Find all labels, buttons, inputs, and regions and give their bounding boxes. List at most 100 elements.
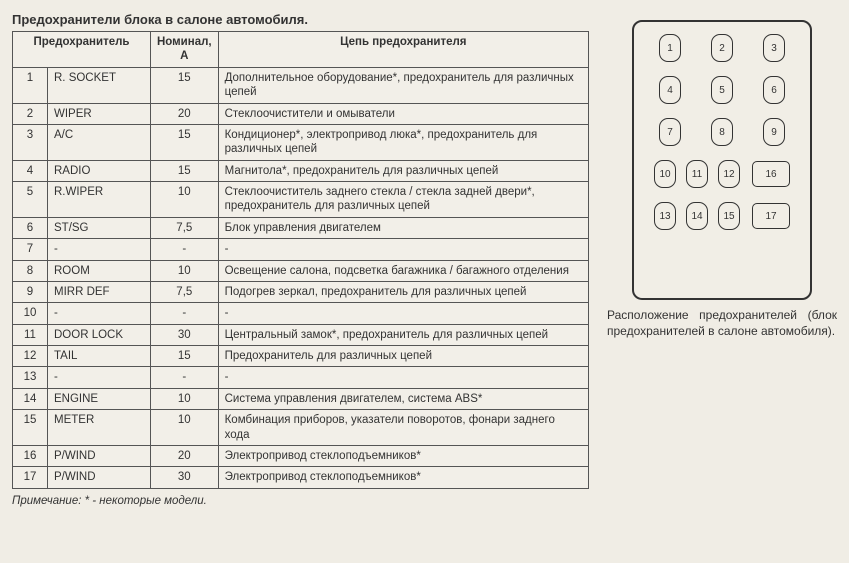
- cell-rating: 15: [151, 124, 219, 160]
- cell-rating: 20: [151, 445, 219, 466]
- cell-num: 9: [13, 281, 48, 302]
- cell-rating: -: [151, 239, 219, 260]
- fuse-slot: 1: [659, 34, 681, 62]
- table-row: 7---: [13, 239, 589, 260]
- fuse-slot-large: 16: [752, 161, 790, 187]
- cell-num: 6: [13, 217, 48, 238]
- cell-rating: -: [151, 303, 219, 324]
- cell-num: 7: [13, 239, 48, 260]
- cell-desc: Стеклоочистители и омыватели: [218, 103, 588, 124]
- cell-desc: Центральный замок*, предохранитель для р…: [218, 324, 588, 345]
- fuse-slot: 13: [654, 202, 676, 230]
- header-circuit: Цепь предохранителя: [218, 32, 588, 68]
- fuse-table: Предохранитель Номинал, А Цепь предохран…: [12, 31, 589, 489]
- table-row: 5R.WIPER10Стеклоочиститель заднего стекл…: [13, 182, 589, 218]
- cell-rating: -: [151, 367, 219, 388]
- cell-num: 14: [13, 388, 48, 409]
- cell-name: R.WIPER: [48, 182, 151, 218]
- cell-name: -: [48, 303, 151, 324]
- header-rating: Номинал, А: [151, 32, 219, 68]
- cell-name: ROOM: [48, 260, 151, 281]
- cell-rating: 15: [151, 160, 219, 181]
- table-row: 9MIRR DEF7,5Подогрев зеркал, предохранит…: [13, 281, 589, 302]
- cell-rating: 10: [151, 182, 219, 218]
- cell-name: RADIO: [48, 160, 151, 181]
- fuse-slot: 12: [718, 160, 740, 188]
- cell-name: P/WIND: [48, 445, 151, 466]
- table-row: 2WIPER20Стеклоочистители и омыватели: [13, 103, 589, 124]
- cell-name: WIPER: [48, 103, 151, 124]
- cell-desc: Блок управления двигателем: [218, 217, 588, 238]
- table-row: 10---: [13, 303, 589, 324]
- table-row: 8ROOM10Освещение салона, подсветка багаж…: [13, 260, 589, 281]
- cell-rating: 30: [151, 467, 219, 488]
- cell-desc: Электропривод стеклоподъемников*: [218, 445, 588, 466]
- cell-rating: 15: [151, 346, 219, 367]
- fuse-slot: 8: [711, 118, 733, 146]
- page-title: Предохранители блока в салоне автомобиля…: [12, 12, 589, 27]
- table-row: 13---: [13, 367, 589, 388]
- cell-name: TAIL: [48, 346, 151, 367]
- fuse-slot-large: 17: [752, 203, 790, 229]
- table-row: 11DOOR LOCK30Центральный замок*, предохр…: [13, 324, 589, 345]
- cell-name: A/C: [48, 124, 151, 160]
- cell-rating: 10: [151, 388, 219, 409]
- cell-num: 2: [13, 103, 48, 124]
- cell-rating: 15: [151, 67, 219, 103]
- fuse-slot: 3: [763, 34, 785, 62]
- cell-name: METER: [48, 410, 151, 446]
- cell-rating: 30: [151, 324, 219, 345]
- cell-num: 11: [13, 324, 48, 345]
- cell-name: ENGINE: [48, 388, 151, 409]
- fuse-slot: 2: [711, 34, 733, 62]
- cell-rating: 20: [151, 103, 219, 124]
- cell-num: 13: [13, 367, 48, 388]
- cell-desc: Подогрев зеркал, предохранитель для разл…: [218, 281, 588, 302]
- fuse-slot: 6: [763, 76, 785, 104]
- table-row: 3A/C15Кондиционер*, электропривод люка*,…: [13, 124, 589, 160]
- cell-desc: Система управления двигателем, система A…: [218, 388, 588, 409]
- table-row: 16P/WIND20Электропривод стеклоподъемнико…: [13, 445, 589, 466]
- cell-num: 16: [13, 445, 48, 466]
- cell-desc: -: [218, 239, 588, 260]
- cell-rating: 7,5: [151, 217, 219, 238]
- cell-num: 3: [13, 124, 48, 160]
- fuse-slot: 14: [686, 202, 708, 230]
- cell-num: 10: [13, 303, 48, 324]
- cell-name: ST/SG: [48, 217, 151, 238]
- cell-name: R. SOCKET: [48, 67, 151, 103]
- cell-name: DOOR LOCK: [48, 324, 151, 345]
- cell-name: P/WIND: [48, 467, 151, 488]
- table-row: 1R. SOCKET15Дополнительное оборудование*…: [13, 67, 589, 103]
- fuse-slot: 5: [711, 76, 733, 104]
- fuse-slot: 15: [718, 202, 740, 230]
- cell-desc: Стеклоочиститель заднего стекла / стекла…: [218, 182, 588, 218]
- cell-desc: Предохранитель для различных цепей: [218, 346, 588, 367]
- cell-name: -: [48, 239, 151, 260]
- cell-num: 15: [13, 410, 48, 446]
- cell-rating: 7,5: [151, 281, 219, 302]
- fuse-slot: 10: [654, 160, 676, 188]
- cell-desc: Дополнительное оборудование*, предохрани…: [218, 67, 588, 103]
- table-row: 14ENGINE10Система управления двигателем,…: [13, 388, 589, 409]
- fuse-slot: 4: [659, 76, 681, 104]
- table-row: 17P/WIND30Электропривод стеклоподъемнико…: [13, 467, 589, 488]
- cell-desc: Комбинация приборов, указатели поворотов…: [218, 410, 588, 446]
- cell-name: -: [48, 367, 151, 388]
- fuse-slot: 7: [659, 118, 681, 146]
- cell-desc: -: [218, 303, 588, 324]
- cell-num: 8: [13, 260, 48, 281]
- table-row: 4RADIO15Магнитола*, предохранитель для р…: [13, 160, 589, 181]
- cell-rating: 10: [151, 410, 219, 446]
- header-fuse: Предохранитель: [13, 32, 151, 68]
- cell-desc: -: [218, 367, 588, 388]
- table-row: 6ST/SG7,5Блок управления двигателем: [13, 217, 589, 238]
- cell-rating: 10: [151, 260, 219, 281]
- fuse-layout-diagram: 1 2 3 4 5 6 7 8 9 10 11 12 16: [632, 20, 812, 300]
- table-row: 12TAIL15Предохранитель для различных цеп…: [13, 346, 589, 367]
- cell-num: 5: [13, 182, 48, 218]
- cell-num: 17: [13, 467, 48, 488]
- cell-name: MIRR DEF: [48, 281, 151, 302]
- cell-desc: Кондиционер*, электропривод люка*, предо…: [218, 124, 588, 160]
- fuse-slot: 9: [763, 118, 785, 146]
